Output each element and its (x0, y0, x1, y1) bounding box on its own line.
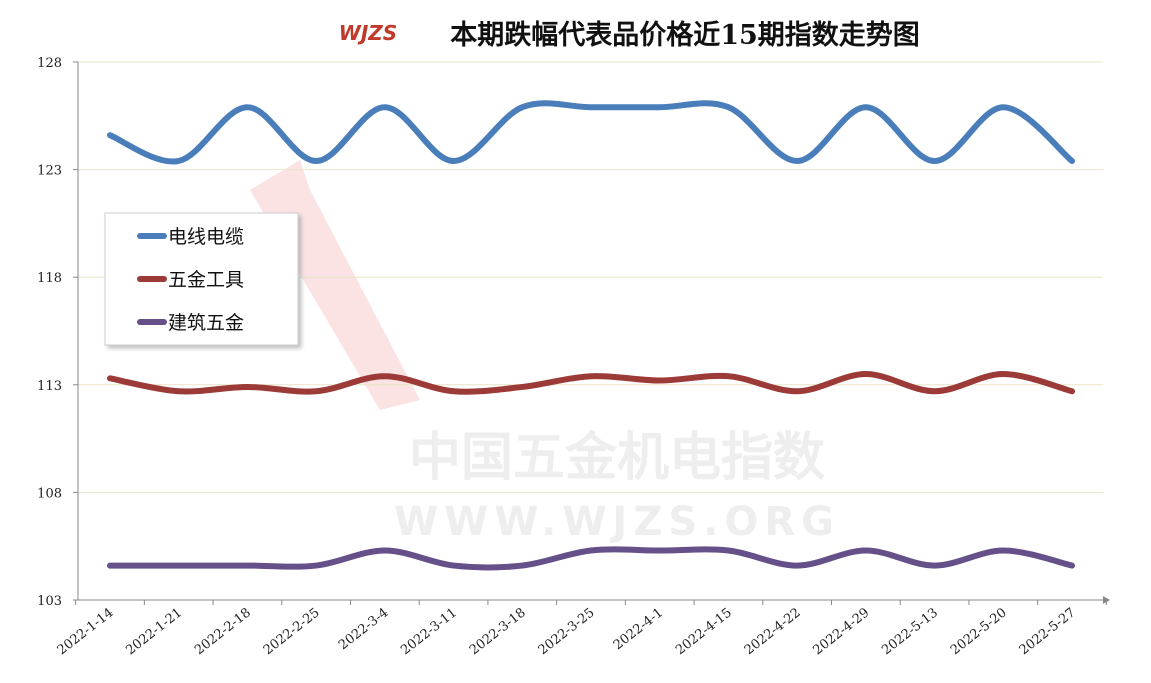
watermark-url: WWW.WJZS.ORG (394, 499, 840, 545)
x-tick-label: 2022-3-25 (536, 605, 598, 658)
chart-title: 本期跌幅代表品价格近15期指数走势图 (450, 20, 920, 51)
legend-label: 电线电缆 (168, 226, 244, 248)
logo: WJZS (339, 21, 397, 45)
y-tick-label: 108 (37, 486, 62, 501)
y-tick-label: 128 (37, 56, 62, 71)
x-tick-label: 2022-3-18 (467, 605, 529, 658)
x-tick-label: 2022-5-20 (948, 605, 1010, 658)
y-tick-label: 123 (37, 164, 62, 179)
y-tick-label: 118 (37, 271, 62, 286)
lines (107, 100, 1075, 571)
series-line (107, 371, 1075, 395)
legend-label: 五金工具 (168, 269, 244, 291)
x-tick-label: 2022-5-13 (879, 605, 941, 658)
legend-label: 建筑五金 (168, 312, 244, 334)
x-tick-label: 2022-2-18 (192, 605, 254, 658)
watermark-text: 中国五金机电指数 (409, 428, 825, 488)
x-tick-label: 2022-4-22 (742, 605, 804, 658)
x-tick-label: 2022-4-15 (673, 605, 735, 658)
x-tick-label: 2022-1-14 (55, 605, 117, 658)
x-tick-label: 2022-2-25 (261, 605, 323, 658)
x-tick-label: 2022-4-1 (611, 605, 666, 653)
x-tick-label: 2022-4-29 (811, 605, 873, 658)
y-tick-label: 103 (37, 594, 62, 609)
x-tick-label: 2022-5-27 (1017, 605, 1079, 658)
watermark: 中国五金机电指数 WWW.WJZS.ORG (250, 160, 840, 545)
x-tick-label: 2022-3-11 (398, 605, 460, 658)
x-tick-label: 2022-1-21 (123, 605, 185, 658)
y-tick-label: 113 (37, 379, 62, 394)
series-line (107, 546, 1075, 571)
x-tick-label: 2022-3-4 (336, 605, 391, 653)
series-line (107, 100, 1075, 165)
